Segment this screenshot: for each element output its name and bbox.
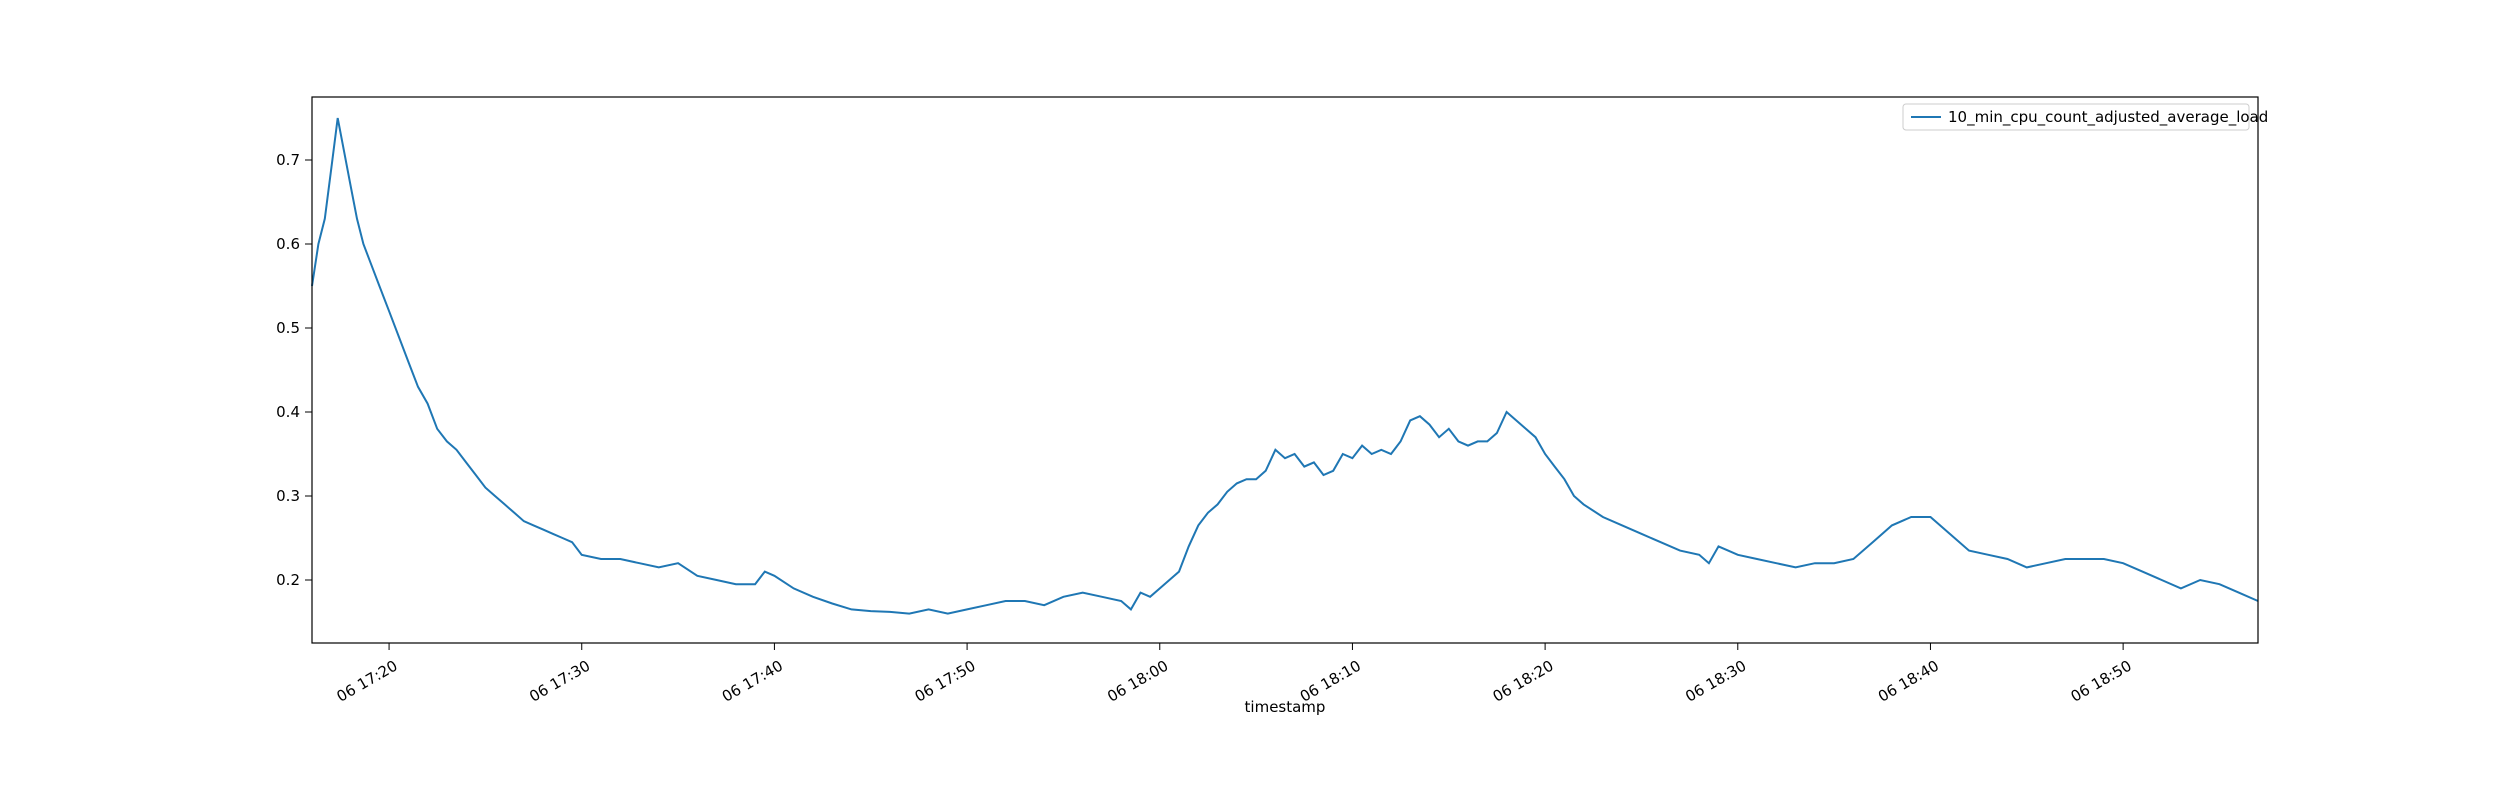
legend-box (1902, 103, 2250, 131)
series-line-10-min-cpu-load (311, 117, 2259, 615)
y-tick-label: 0.5 (276, 319, 300, 337)
y-tick-label: 0.6 (276, 235, 300, 253)
legend-label: 10_min_cpu_count_adjusted_average_load (1948, 108, 2268, 127)
y-axis: 0.2 0.3 0.4 0.5 0.6 0.7 (276, 151, 312, 589)
legend: 10_min_cpu_count_adjusted_average_load (1902, 103, 2268, 131)
plot-frame (311, 96, 2259, 644)
y-tick-label: 0.4 (276, 403, 300, 421)
plot-area (312, 97, 2258, 643)
y-tick-label: 0.2 (276, 571, 300, 589)
y-tick-label: 0.3 (276, 487, 300, 505)
y-tick-label: 0.7 (276, 151, 300, 169)
x-axis-title: timestamp (1245, 698, 1326, 716)
